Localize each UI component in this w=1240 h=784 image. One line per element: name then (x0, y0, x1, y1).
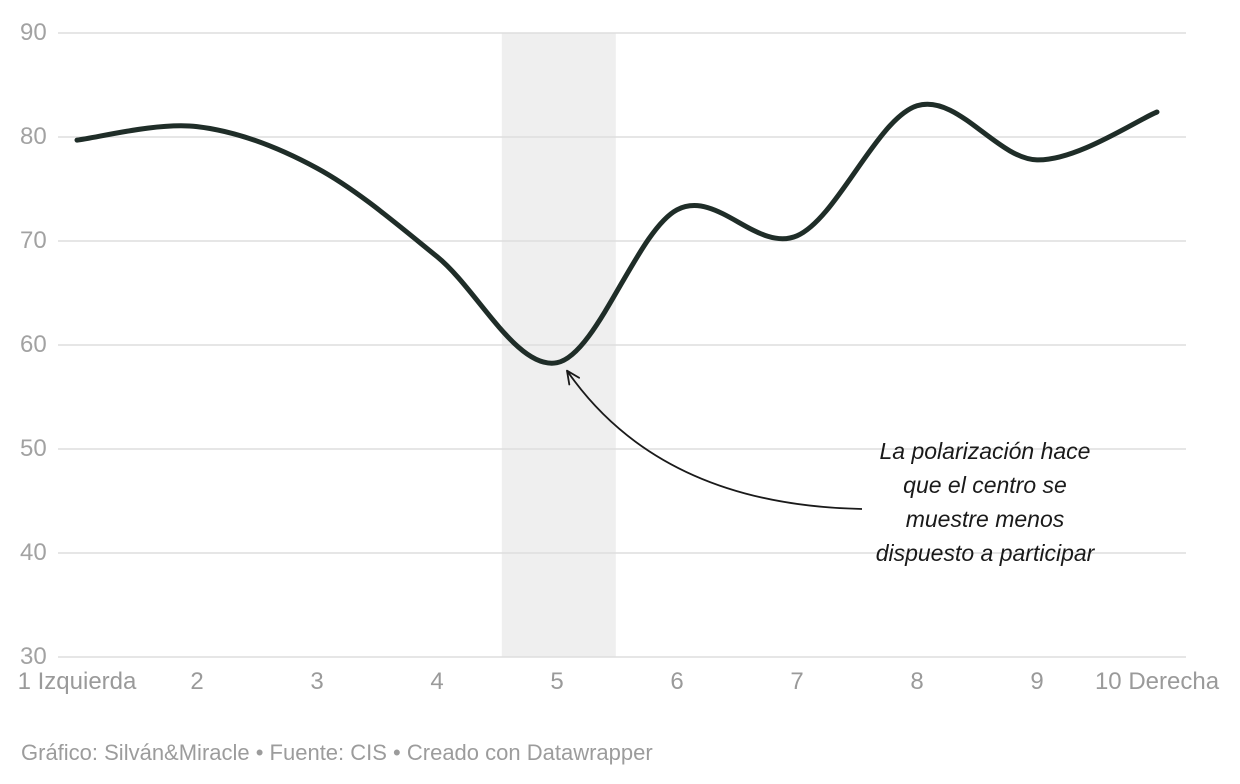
annotation-line: muestre menos (905, 506, 1065, 532)
annotation-line: dispuesto a participar (875, 540, 1095, 566)
x-axis-label: 1 Izquierda (17, 668, 137, 695)
chart-footer-credits: Gráfico: Silván&Miracle • Fuente: CIS • … (21, 740, 653, 765)
y-axis-label: 40 (20, 539, 47, 566)
annotation-arrowhead (566, 369, 580, 386)
y-axis-label: 50 (20, 435, 47, 462)
x-axis-label: 3 (310, 668, 324, 695)
x-axis-label: 8 (910, 668, 924, 695)
annotation-arrow (566, 370, 863, 510)
y-axis-label: 90 (20, 19, 47, 46)
y-axis-label: 30 (20, 643, 47, 670)
x-axis-label: 10 Derecha (1094, 668, 1220, 695)
x-axis-label: 6 (670, 668, 684, 695)
x-axis-label: 4 (430, 668, 444, 695)
annotation-text: La polarización hace que el centro se mues… (876, 434, 1095, 570)
x-axis-label: 2 (190, 668, 204, 695)
annotation-line: que el centro se (903, 472, 1067, 498)
x-axis-label: 9 (1030, 668, 1044, 695)
annotation-line: La polarización hace (879, 438, 1091, 464)
y-axis-label: 70 (20, 227, 47, 254)
x-axis-label: 7 (790, 668, 804, 695)
y-axis-label: 60 (20, 331, 47, 358)
data-line (74, 101, 1160, 366)
y-axis-label: 80 (20, 123, 47, 150)
x-axis-label: 5 (550, 668, 564, 695)
